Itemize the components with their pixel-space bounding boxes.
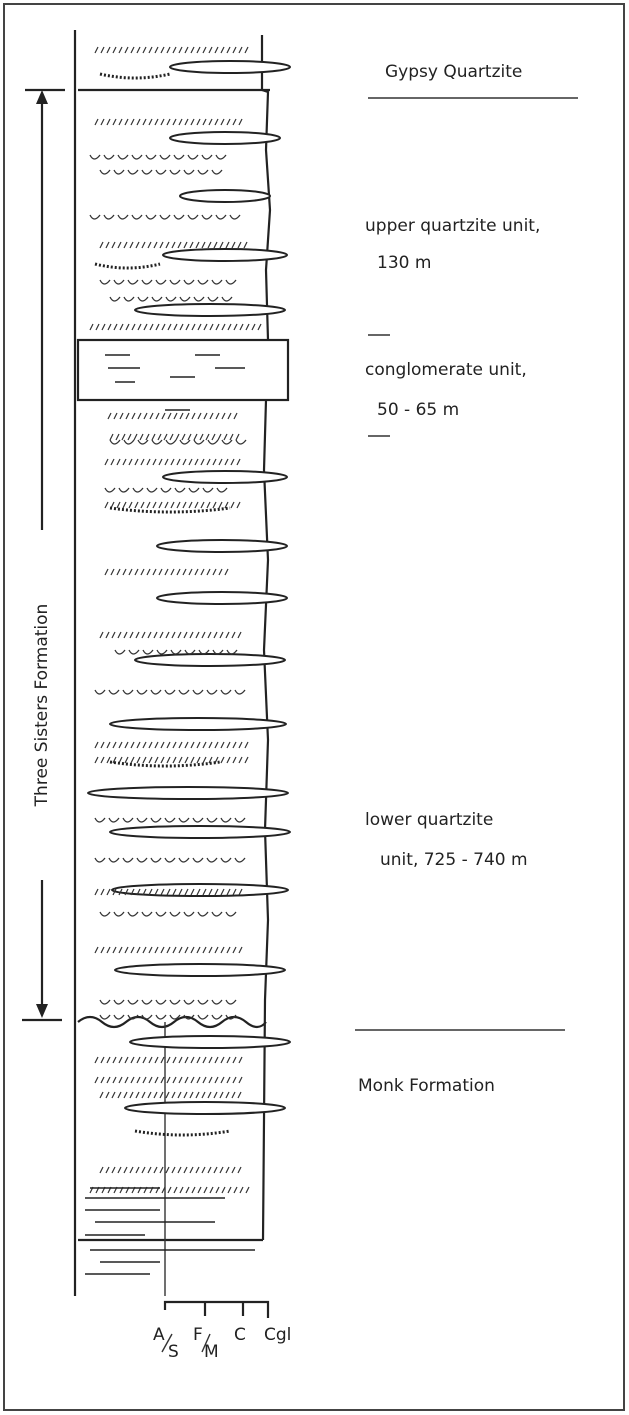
unit-name: lower quartzite bbox=[365, 810, 493, 830]
hatch bbox=[95, 119, 242, 125]
lens bbox=[88, 787, 288, 799]
unit-thickness: 50 - 65 m bbox=[377, 400, 459, 420]
lens bbox=[170, 132, 280, 144]
unit-name: upper quartzite unit, bbox=[365, 216, 540, 236]
unit-thickness: 130 m bbox=[377, 253, 431, 273]
hatch bbox=[95, 47, 248, 53]
ripple bbox=[110, 297, 232, 301]
hatch bbox=[95, 757, 248, 763]
hatch bbox=[95, 1077, 242, 1083]
unit-name: conglomerate unit, bbox=[365, 360, 527, 380]
ripple bbox=[105, 488, 227, 492]
hatch bbox=[95, 947, 242, 953]
scour bbox=[95, 264, 160, 268]
ripple bbox=[90, 215, 240, 219]
hatch bbox=[100, 1167, 241, 1173]
frame bbox=[4, 4, 624, 1410]
ripple bbox=[95, 858, 245, 862]
scour bbox=[100, 74, 170, 78]
hatch bbox=[105, 502, 240, 508]
lens bbox=[163, 249, 287, 261]
ripple bbox=[115, 650, 237, 654]
ripple bbox=[100, 1015, 236, 1019]
lithology-symbols bbox=[85, 47, 290, 1274]
scale-label: C bbox=[234, 1325, 246, 1345]
scale-label: A bbox=[153, 1325, 165, 1345]
stratigraphic-column: Three Sisters Formation Gypsy Quartzite … bbox=[0, 0, 629, 1415]
ripple bbox=[95, 818, 245, 822]
ripple bbox=[100, 280, 236, 284]
lens bbox=[130, 1036, 290, 1048]
lens bbox=[163, 471, 287, 483]
unit-name: Gypsy Quartzite bbox=[385, 62, 522, 82]
ripple bbox=[110, 440, 246, 444]
scale-label: S bbox=[168, 1342, 179, 1362]
hatch bbox=[95, 1057, 242, 1063]
hatch bbox=[108, 413, 237, 419]
lens bbox=[110, 826, 290, 838]
lens bbox=[110, 718, 286, 730]
scale-label: Cgl bbox=[264, 1325, 291, 1345]
hatch bbox=[105, 569, 228, 575]
scour bbox=[135, 1131, 230, 1135]
hatch bbox=[95, 742, 248, 748]
lens bbox=[125, 1102, 285, 1114]
formation-label: Three Sisters Formation bbox=[32, 604, 52, 808]
hatch bbox=[100, 1092, 241, 1098]
lens bbox=[115, 964, 285, 976]
ripple bbox=[90, 155, 226, 159]
ripple bbox=[100, 170, 222, 174]
ripple bbox=[100, 1000, 236, 1004]
hatch bbox=[100, 242, 247, 248]
lens bbox=[135, 304, 285, 316]
lens bbox=[157, 592, 287, 604]
unit-thickness: unit, 725 - 740 m bbox=[380, 850, 528, 870]
hatch bbox=[100, 632, 241, 638]
scale-label: F bbox=[193, 1325, 203, 1345]
scour bbox=[110, 762, 220, 766]
scale-label: M bbox=[204, 1342, 219, 1362]
scour bbox=[110, 508, 230, 512]
lens bbox=[135, 654, 285, 666]
lens bbox=[170, 61, 290, 73]
lens bbox=[157, 540, 287, 552]
unit-name: Monk Formation bbox=[358, 1076, 495, 1096]
lens bbox=[180, 190, 270, 202]
ripple bbox=[100, 912, 236, 916]
hatch bbox=[90, 324, 261, 330]
hatch bbox=[110, 434, 239, 440]
ripple bbox=[95, 690, 245, 694]
hatch bbox=[105, 459, 240, 465]
